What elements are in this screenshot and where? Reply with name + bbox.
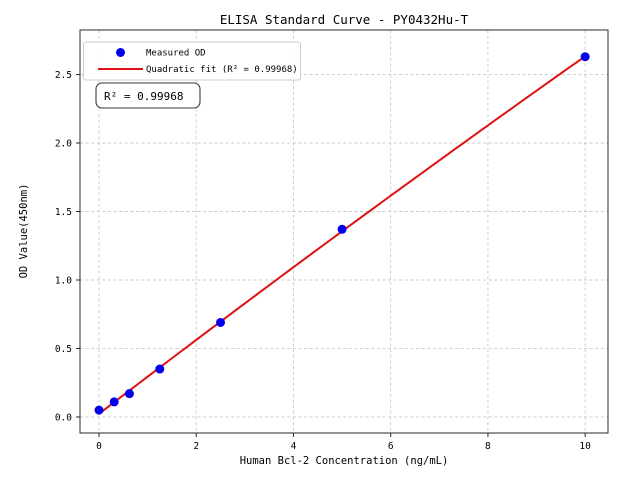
data-point [155, 364, 165, 374]
x-tick-label: 8 [485, 441, 491, 452]
data-point [216, 317, 226, 327]
y-axis-label: OD Value(450nm) [18, 184, 30, 279]
plot-area-border [79, 29, 609, 434]
r-squared-annotation-box [95, 82, 201, 109]
legend-marker-measured-od-icon [116, 48, 125, 57]
y-tick-label: 1.0 [55, 275, 72, 286]
plot-layer: 0 2 4 6 8 10 0.0 0.5 1.0 1.5 2.0 2.5 [55, 30, 608, 452]
data-point [337, 224, 347, 234]
legend-label-measured-od: Measured OD [146, 49, 206, 59]
legend-label-quadratic-fit: Quadratic fit (R² = 0.99968) [146, 65, 298, 75]
x-tick-label: 10 [579, 441, 591, 452]
y-tick-label: 0.5 [55, 344, 72, 355]
x-tick-label: 4 [291, 441, 297, 452]
data-point [94, 405, 104, 415]
data-point [124, 389, 134, 399]
x-tick-label: 0 [96, 441, 102, 452]
y-tick-label: 2.5 [55, 70, 72, 81]
legend: Measured OD Quadratic fit (R² = 0.99968) [83, 41, 301, 81]
x-axis-label: Human Bcl-2 Concentration (ng/mL) [240, 455, 449, 467]
legend-box [83, 41, 301, 81]
y-tick-label: 0.0 [55, 412, 72, 423]
x-tick-label: 2 [193, 441, 199, 452]
data-point [580, 52, 590, 62]
y-tick-label: 2.0 [55, 139, 72, 150]
r-squared-annotation: R² = 0.99968 [95, 82, 201, 109]
chart-title: ELISA Standard Curve - PY0432Hu-T [220, 12, 469, 27]
x-tick-label: 6 [388, 441, 394, 452]
data-point [109, 397, 119, 407]
r-squared-annotation-text: R² = 0.99968 [104, 90, 183, 103]
y-tick-label: 1.5 [55, 207, 72, 218]
